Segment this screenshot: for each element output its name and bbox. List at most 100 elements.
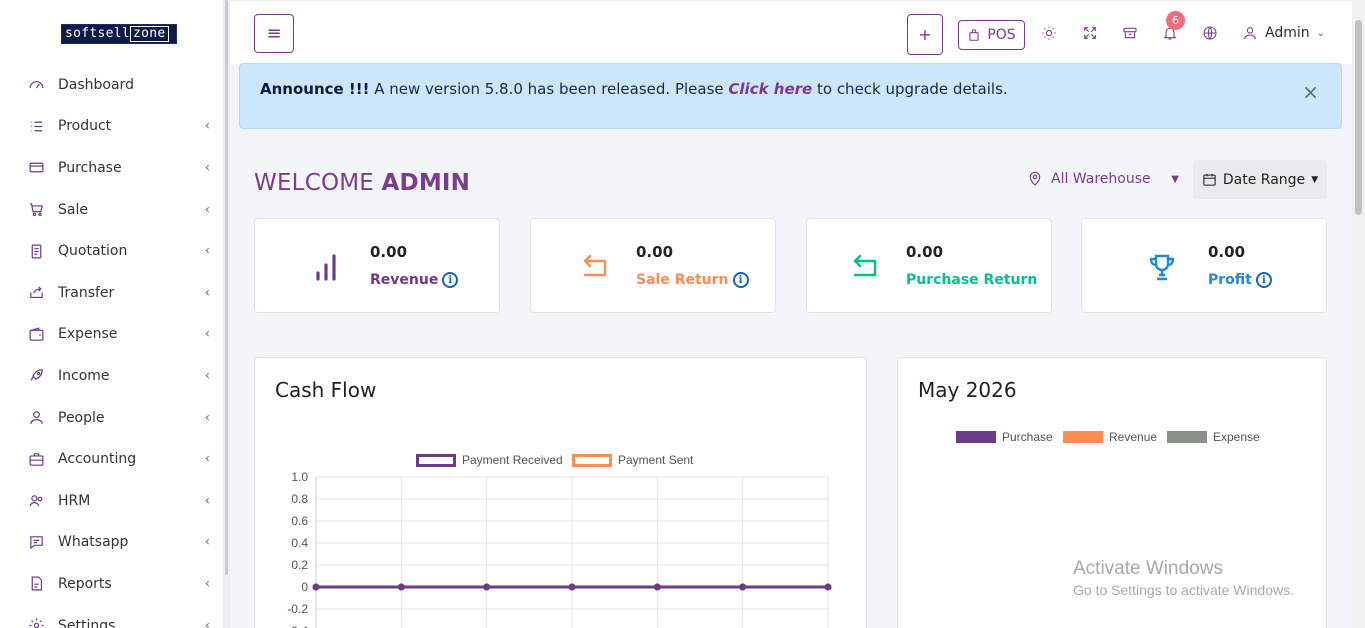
credit-card-icon bbox=[26, 158, 46, 178]
sidebar: softsell zone Dashboard Product ‹ Purchas… bbox=[0, 0, 224, 628]
chevron-down-icon: ⌄ bbox=[1316, 27, 1326, 39]
sidebar-item-dashboard[interactable]: Dashboard bbox=[0, 64, 223, 106]
sidebar-item-expense[interactable]: Expense ‹ bbox=[0, 314, 223, 356]
stat-card-profit: 0.00 Profit i bbox=[1081, 218, 1327, 313]
sidebar-item-label: Transfer bbox=[58, 284, 115, 301]
sidebar-item-people[interactable]: People ‹ bbox=[0, 397, 223, 439]
cash-flow-panel: Cash Flow Payment Received Payment Sent … bbox=[254, 357, 867, 628]
data-point[interactable] bbox=[483, 583, 491, 591]
briefcase-icon bbox=[26, 449, 46, 469]
y-tick-label: 1.0 bbox=[291, 470, 308, 484]
sidebar-item-purchase[interactable]: Purchase ‹ bbox=[0, 147, 223, 189]
bar-chart-icon bbox=[310, 251, 344, 285]
upgrade-link[interactable]: Click here bbox=[728, 80, 813, 98]
sidebar-item-quotation[interactable]: Quotation ‹ bbox=[0, 230, 223, 272]
data-point[interactable] bbox=[397, 583, 405, 591]
chevron-left-icon: ‹ bbox=[204, 243, 210, 259]
data-point[interactable] bbox=[568, 583, 576, 591]
announcement-banner: Announce !!! A new version 5.8.0 has bee… bbox=[239, 63, 1342, 129]
sidebar-item-income[interactable]: Income ‹ bbox=[0, 355, 223, 397]
sidebar-item-sale[interactable]: Sale ‹ bbox=[0, 189, 223, 231]
warehouse-select[interactable]: All Warehouse ▼ bbox=[1027, 171, 1179, 187]
gauge-icon bbox=[26, 75, 46, 95]
chevron-left-icon: ‹ bbox=[204, 118, 210, 134]
activate-windows-watermark: Activate Windows Go to Settings to activ… bbox=[1073, 558, 1294, 598]
caret-down-icon: ▼ bbox=[1311, 174, 1319, 185]
sidebar-item-transfer[interactable]: Transfer ‹ bbox=[0, 272, 223, 314]
monthly-summary-title: May 2026 bbox=[918, 378, 1017, 402]
sidebar-item-label: Product bbox=[58, 118, 112, 135]
chevron-left-icon: ‹ bbox=[204, 534, 210, 550]
sidebar-item-label: Quotation bbox=[58, 243, 128, 260]
cash-flow-chart: 1.0 0.8 0.6 0.4 0.2 0 -0.2 -0.4 bbox=[287, 470, 832, 628]
return-arrow-icon bbox=[577, 251, 611, 285]
data-point[interactable] bbox=[739, 583, 747, 591]
close-icon[interactable]: × bbox=[1302, 80, 1319, 104]
cart-icon bbox=[26, 200, 46, 220]
menu-toggle-button[interactable]: ≡ bbox=[254, 14, 294, 53]
y-tick-label: 0.2 bbox=[291, 558, 308, 572]
info-icon[interactable]: i bbox=[442, 272, 459, 288]
legend-payment-received[interactable]: Payment Received bbox=[416, 453, 563, 467]
sidebar-item-hrm[interactable]: HRM ‹ bbox=[0, 480, 223, 522]
users-icon bbox=[26, 491, 46, 511]
sidebar-item-whatsapp[interactable]: Whatsapp ‹ bbox=[0, 522, 223, 564]
data-point[interactable] bbox=[824, 583, 832, 591]
sidebar-item-label: Expense bbox=[58, 326, 118, 343]
add-button[interactable]: + bbox=[907, 14, 943, 55]
gear-icon bbox=[26, 616, 46, 628]
info-icon[interactable]: i bbox=[732, 272, 749, 288]
stat-card-sale-return: 0.00 Sale Return i bbox=[530, 218, 776, 313]
sun-icon[interactable] bbox=[1041, 25, 1059, 43]
cash-flow-title: Cash Flow bbox=[275, 378, 377, 402]
sidebar-item-label: Whatsapp bbox=[58, 534, 129, 551]
stat-card-purchase-return: 0.00 Purchase Return bbox=[806, 218, 1052, 313]
chevron-left-icon: ‹ bbox=[204, 202, 210, 218]
return-arrow-icon bbox=[847, 251, 881, 285]
fullscreen-icon[interactable] bbox=[1082, 25, 1100, 43]
date-range-button[interactable]: Date Range ▼ bbox=[1193, 160, 1327, 199]
sidebar-item-label: Sale bbox=[58, 201, 88, 218]
monthly-summary-panel: May 2026 Purchase Revenue Expense bbox=[897, 357, 1327, 628]
legend-expense[interactable]: Expense bbox=[1167, 430, 1260, 444]
globe-icon[interactable] bbox=[1202, 25, 1220, 43]
sidebar-item-label: Settings bbox=[58, 617, 116, 628]
map-pin-icon bbox=[1029, 171, 1041, 186]
user-menu[interactable]: Admin ⌄ bbox=[1242, 25, 1325, 41]
legend-purchase[interactable]: Purchase bbox=[956, 430, 1053, 444]
y-tick-label: 0 bbox=[301, 580, 308, 594]
data-point[interactable] bbox=[653, 583, 661, 591]
y-tick-label: 0.8 bbox=[291, 492, 308, 506]
user-icon bbox=[26, 408, 46, 428]
sidebar-scrollbar-thumb[interactable] bbox=[225, 0, 228, 575]
calendar-icon bbox=[1203, 173, 1216, 186]
sidebar-item-label: Reports bbox=[58, 575, 112, 592]
legend-revenue[interactable]: Revenue bbox=[1063, 430, 1157, 444]
legend-payment-sent[interactable]: Payment Sent bbox=[572, 453, 693, 467]
topbar: ≡ + POS 6 Admin ⌄ bbox=[230, 0, 1352, 64]
main-scrollbar-thumb[interactable] bbox=[1355, 20, 1362, 215]
sidebar-item-accounting[interactable]: Accounting ‹ bbox=[0, 438, 223, 480]
data-point[interactable] bbox=[312, 583, 320, 591]
rocket-icon bbox=[26, 366, 46, 386]
archive-icon[interactable] bbox=[1122, 25, 1140, 43]
caret-down-icon: ▼ bbox=[1171, 173, 1179, 185]
pos-button[interactable]: POS bbox=[958, 20, 1025, 50]
sidebar-item-settings[interactable]: Settings ‹ bbox=[0, 605, 223, 628]
document-icon bbox=[26, 241, 46, 261]
chevron-left-icon: ‹ bbox=[204, 493, 210, 509]
hamburger-icon: ≡ bbox=[266, 23, 282, 44]
chevron-left-icon: ‹ bbox=[204, 160, 210, 176]
y-tick-label: 0.6 bbox=[291, 514, 308, 528]
notification-badge: 6 bbox=[1166, 11, 1185, 30]
sidebar-item-reports[interactable]: Reports ‹ bbox=[0, 563, 223, 605]
info-icon[interactable]: i bbox=[1255, 272, 1272, 288]
sidebar-item-label: HRM bbox=[58, 492, 91, 509]
chevron-left-icon: ‹ bbox=[204, 410, 210, 426]
shopping-bag-icon bbox=[969, 29, 979, 41]
page-title: WELCOME ADMIN bbox=[254, 170, 471, 196]
sidebar-item-product[interactable]: Product ‹ bbox=[0, 106, 223, 148]
chevron-left-icon: ‹ bbox=[204, 618, 210, 628]
brand-logo[interactable]: softsell zone bbox=[61, 24, 177, 44]
chat-icon bbox=[26, 532, 46, 552]
